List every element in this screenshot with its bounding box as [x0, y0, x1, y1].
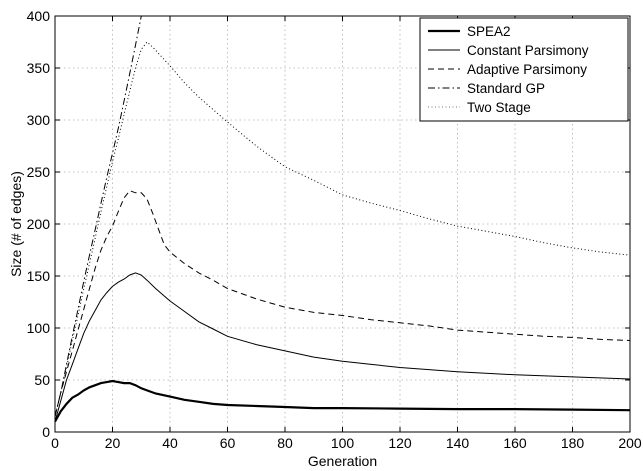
x-tick-label: 40 — [162, 435, 178, 451]
x-tick-label: 160 — [503, 435, 527, 451]
y-tick-label: 0 — [42, 424, 50, 440]
x-tick-label: 120 — [388, 435, 412, 451]
legend-label-1: Constant Parsimony — [467, 43, 589, 58]
x-tick-label: 100 — [331, 435, 355, 451]
y-tick-label: 200 — [27, 216, 51, 232]
y-tick-label: 300 — [27, 112, 51, 128]
legend-label-2: Adaptive Parsimony — [467, 62, 587, 77]
series-line-2 — [55, 190, 630, 417]
series-line-4 — [55, 41, 630, 417]
legend-box — [419, 17, 629, 122]
legend-label-0: SPEA2 — [467, 24, 511, 39]
x-tick-label: 20 — [105, 435, 121, 451]
x-axis-label: Generation — [308, 453, 377, 469]
y-axis-label: Size (# of edges) — [8, 171, 24, 277]
x-tick-label: 60 — [220, 435, 236, 451]
x-tick-label: 140 — [446, 435, 470, 451]
x-tick-label: 180 — [561, 435, 585, 451]
y-tick-label: 100 — [27, 320, 51, 336]
x-tick-label: 0 — [51, 435, 59, 451]
x-tick-label: 80 — [277, 435, 293, 451]
series-line-1 — [55, 272, 630, 422]
axes: 0 20 40 60 80 100 120 140 160 180 200 0 50 100 150 200 2… — [27, 8, 642, 451]
y-tick-label: 400 — [27, 8, 51, 24]
y-tick-label: 50 — [34, 372, 50, 388]
y-tick-label: 150 — [27, 268, 51, 284]
legend-label-4: Two Stage — [467, 100, 531, 115]
series-line-0 — [55, 379, 630, 423]
legend-label-3: Standard GP — [467, 81, 545, 96]
y-tick-label: 250 — [27, 164, 51, 180]
series-group — [55, 16, 630, 423]
y-tick-label: 350 — [27, 60, 51, 76]
grid — [55, 16, 630, 432]
legend: SPEA2 Constant Parsimony Adaptive Parsimon… — [419, 17, 629, 122]
x-tick-label: 200 — [618, 435, 642, 451]
series-line-3 — [55, 16, 142, 417]
